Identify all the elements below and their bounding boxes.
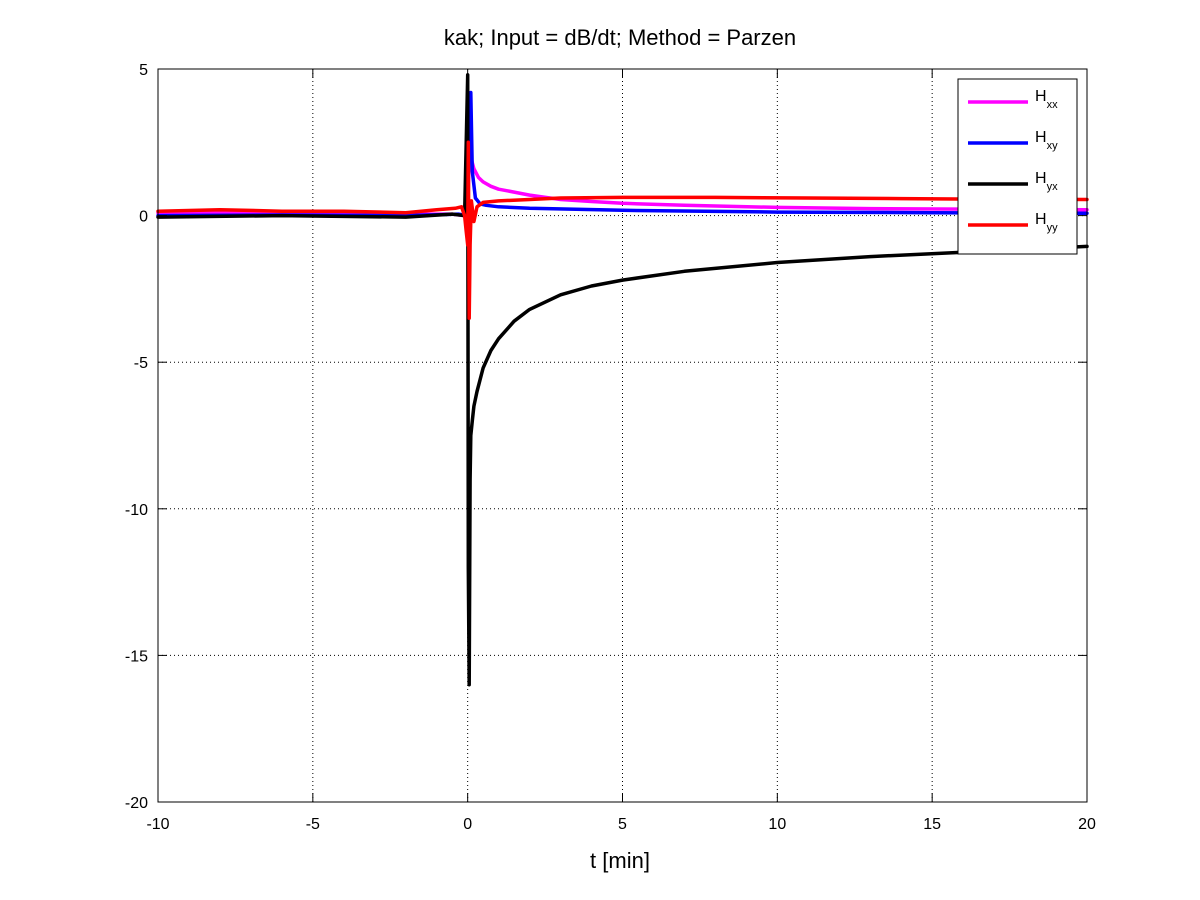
legend-entry-base: H	[1035, 88, 1047, 105]
legend-entry-hyy: Hyy	[1035, 211, 1058, 234]
legend-entry-subscript: xx	[1047, 99, 1059, 111]
axis-ticks: -10 -5 0 5 10 15 20 5 0 -5 -10 -15 -20	[125, 62, 1096, 833]
x-tick-label: 5	[618, 816, 627, 833]
legend-entry-base: H	[1035, 129, 1047, 146]
grid-lines	[158, 69, 1087, 802]
y-tick-label: 5	[139, 62, 148, 79]
legend-entry-base: H	[1035, 211, 1047, 228]
legend-entry-subscript: xy	[1047, 140, 1059, 152]
data-series	[156, 73, 1089, 687]
legend-entry-hyx: Hyx	[1035, 170, 1058, 193]
series-line-hyy	[156, 140, 1089, 320]
x-tick-label: 20	[1078, 816, 1096, 833]
legend-entry-hxy: Hxy	[1035, 129, 1058, 152]
legend-entry-subscript: yy	[1047, 222, 1059, 234]
y-tick-label: -20	[125, 795, 148, 812]
x-tick-label: 15	[923, 816, 941, 833]
series-line-hyx	[156, 73, 1089, 687]
y-tick-label: -15	[125, 648, 148, 665]
x-tick-label: 0	[463, 816, 472, 833]
y-tick-label: 0	[139, 209, 148, 226]
y-tick-label: -5	[134, 355, 148, 372]
x-axis-label: t [min]	[590, 848, 650, 873]
x-tick-label: 10	[768, 816, 786, 833]
x-tick-label: -5	[306, 816, 320, 833]
legend-entry-subscript: yx	[1047, 181, 1059, 193]
legend-entry-base: H	[1035, 170, 1047, 187]
legend-box	[957, 78, 1078, 255]
x-tick-label: -10	[146, 816, 169, 833]
plot-area	[158, 69, 1087, 802]
chart-title: kak; Input = dB/dt; Method = Parzen	[444, 25, 796, 50]
y-tick-label: -10	[125, 502, 148, 519]
legend-entry-hxx: Hxx	[1035, 88, 1058, 111]
